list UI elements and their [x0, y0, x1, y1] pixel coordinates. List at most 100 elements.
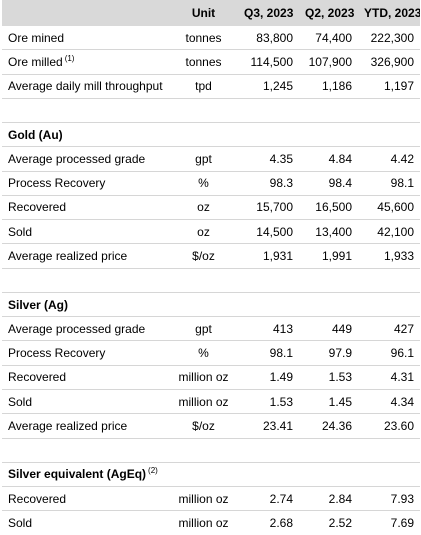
empty-cell [238, 267, 299, 293]
empty-cell [169, 437, 238, 463]
table-row: Recovered million oz 1.49 1.53 4.31 [2, 364, 420, 390]
value-q2-2023: 97.9 [299, 340, 358, 366]
section-heading: Gold (Au) [2, 122, 420, 147]
value-ytd-2023-text: 45,600 [377, 200, 414, 215]
value-ytd-2023: 222,300 [358, 26, 420, 50]
value-q3-2023-text: 1,931 [262, 249, 293, 264]
row-label: Recovered [2, 194, 169, 220]
section-heading-text: Silver (Ag) [8, 297, 69, 312]
row-unit: million oz [169, 510, 238, 535]
row-label: Average realized price [2, 243, 169, 269]
value-ytd-2023-text: 427 [393, 321, 414, 336]
table-row: Recovered million oz 2.74 2.84 7.93 [2, 486, 420, 511]
row-unit-text: % [198, 176, 209, 191]
table-header: Unit Q3, 2023 Q2, 2023 YTD, 2023 [2, 0, 420, 26]
value-ytd-2023: 4.42 [358, 146, 420, 172]
value-q2-2023-text: 1,186 [321, 79, 352, 94]
value-q3-2023: 2.74 [238, 486, 299, 511]
row-unit: million oz [169, 486, 238, 511]
empty-cell [2, 267, 169, 293]
empty-cell [2, 437, 169, 463]
row-label-text: Average realized price [8, 249, 128, 264]
value-q2-2023: 1,991 [299, 243, 358, 269]
table-row: Sold million oz 1.53 1.45 4.34 [2, 388, 420, 414]
value-q3-2023: 114,500 [238, 49, 299, 75]
row-unit: gpt [169, 146, 238, 172]
row-label-text: Average daily mill throughput [8, 79, 163, 94]
section-heading-text: Gold (Au) [8, 127, 63, 142]
value-q3-2023-text: 114,500 [250, 54, 294, 69]
value-q3-2023: 14,500 [238, 219, 299, 244]
row-label: Recovered [2, 486, 169, 511]
row-unit-text: gpt [195, 151, 212, 166]
row-unit-text: oz [197, 224, 210, 239]
empty-cell [358, 97, 420, 123]
row-unit: % [169, 170, 238, 196]
value-ytd-2023: 7.93 [358, 486, 420, 511]
value-ytd-2023-text: 1,933 [383, 249, 414, 264]
value-ytd-2023: 45,600 [358, 194, 420, 220]
value-q3-2023-text: 14,500 [256, 224, 293, 239]
row-label-text: Ore mined [8, 30, 65, 45]
row-label-text: Recovered [8, 200, 67, 215]
value-q2-2023-text: 449 [331, 321, 352, 336]
value-q2-2023-text: 24.36 [321, 418, 352, 433]
empty-cell [2, 97, 169, 123]
table-row: Average realized price $/oz 1,931 1,991 1,93… [2, 243, 420, 269]
value-ytd-2023-text: 96.1 [390, 346, 414, 361]
row-label-text: Ore milled [8, 54, 63, 69]
empty-cell [169, 267, 238, 293]
row-label: Ore mined [2, 26, 169, 50]
row-label-text: Process Recovery [8, 176, 106, 191]
header-q2-2023: Q2, 2023 [299, 0, 358, 26]
empty-cell [238, 97, 299, 123]
value-q2-2023: 2.52 [299, 510, 358, 535]
value-q2-2023-text: 4.84 [328, 151, 352, 166]
value-q2-2023-text: 16,500 [315, 200, 352, 215]
row-label: Average realized price [2, 413, 169, 439]
value-ytd-2023-text: 4.42 [390, 151, 414, 166]
row-unit-text: gpt [195, 321, 212, 336]
table-row: Average processed grade gpt 4.35 4.84 4.42 [2, 146, 420, 172]
value-q2-2023: 1.53 [299, 364, 358, 390]
row-label-text: Recovered [8, 491, 67, 506]
value-q3-2023: 98.1 [238, 340, 299, 366]
row-unit-text: tonnes [185, 30, 222, 45]
value-q2-2023: 4.84 [299, 146, 358, 172]
header-q3-2023: Q3, 2023 [238, 0, 299, 26]
footnote-marker: (2) [148, 466, 158, 476]
row-label-text: Sold [8, 515, 33, 530]
value-q2-2023: 449 [299, 316, 358, 341]
value-ytd-2023-text: 42,100 [377, 224, 414, 239]
row-unit: $/oz [169, 413, 238, 439]
value-ytd-2023: 98.1 [358, 170, 420, 196]
table-body: Ore mined tonnes 83,800 74,400 222,300 Ore mi… [2, 26, 420, 535]
value-q2-2023-text: 1,991 [321, 249, 352, 264]
value-ytd-2023: 96.1 [358, 340, 420, 366]
value-q3-2023-text: 98.1 [269, 346, 293, 361]
value-q3-2023: 1.49 [238, 364, 299, 390]
row-label: Sold [2, 510, 169, 535]
row-unit: oz [169, 194, 238, 220]
row-unit-text: million oz [178, 491, 229, 506]
row-unit: $/oz [169, 243, 238, 269]
value-q2-2023: 1.45 [299, 388, 358, 414]
value-q3-2023: 1.53 [238, 388, 299, 414]
row-label-text: Average realized price [8, 418, 128, 433]
row-unit: oz [169, 219, 238, 244]
value-q2-2023-text: 1.45 [328, 394, 352, 409]
header-ytd-2023: YTD, 2023 [358, 0, 420, 26]
value-q2-2023-text: 107,900 [308, 54, 352, 69]
row-unit-text: tpd [195, 79, 212, 94]
value-q3-2023-text: 1.53 [269, 394, 293, 409]
empty-cell [299, 97, 358, 123]
row-unit-text: % [198, 346, 209, 361]
row-label-text: Sold [8, 224, 33, 239]
value-ytd-2023-text: 4.31 [390, 370, 414, 385]
value-q3-2023-text: 413 [272, 321, 293, 336]
row-unit: % [169, 340, 238, 366]
value-q3-2023: 4.35 [238, 146, 299, 172]
value-ytd-2023-text: 326,900 [370, 54, 414, 69]
value-ytd-2023: 1,933 [358, 243, 420, 269]
